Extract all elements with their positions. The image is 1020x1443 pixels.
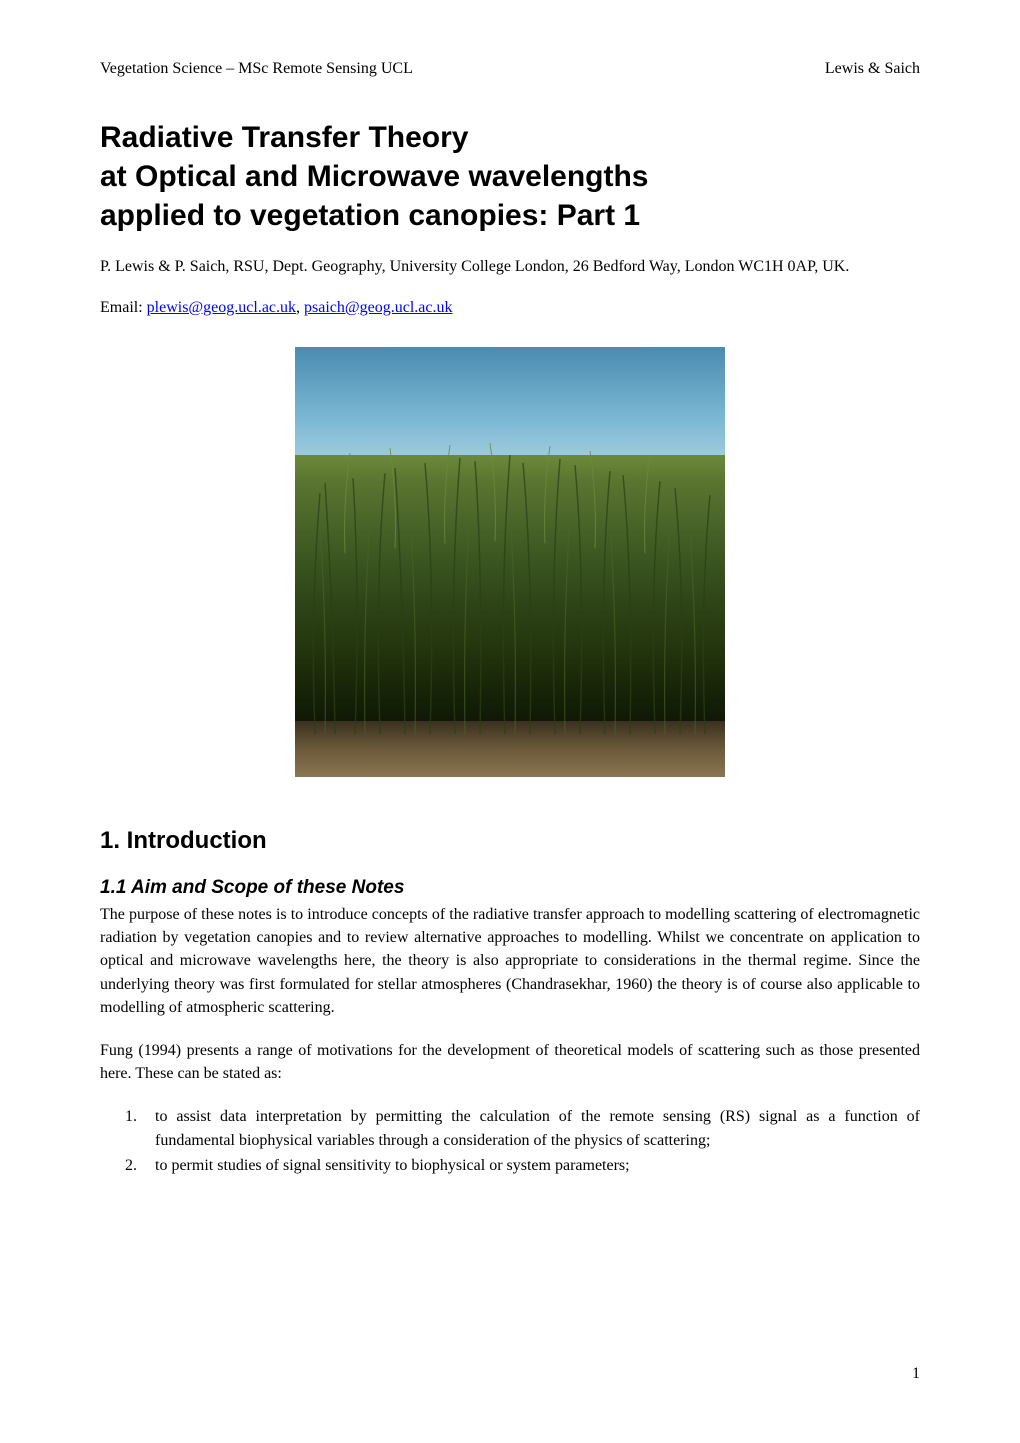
- section-1-heading: 1. Introduction: [100, 827, 920, 855]
- list-item-2: 2.to permit studies of signal sensitivit…: [155, 1154, 920, 1177]
- list-number-1: 1.: [125, 1105, 137, 1128]
- email-line: Email: plewis@geog.ucl.ac.uk, psaich@geo…: [100, 299, 920, 317]
- title-line-2: at Optical and Microwave wavelengths: [100, 160, 649, 193]
- paragraph-1: The purpose of these notes is to introdu…: [100, 903, 920, 1019]
- list-text-2: to permit studies of signal sensitivity …: [155, 1157, 630, 1174]
- page-number: 1: [912, 1365, 920, 1383]
- title-line-3: applied to vegetation canopies: Part 1: [100, 199, 640, 232]
- list-item-1: 1.to assist data interpretation by permi…: [155, 1105, 920, 1151]
- document-title: Radiative Transfer Theory at Optical and…: [100, 118, 920, 235]
- author-affiliation: P. Lewis & P. Saich, RSU, Dept. Geograph…: [100, 255, 920, 279]
- figure-vegetation: [295, 455, 725, 722]
- paragraph-2: Fung (1994) presents a range of motivati…: [100, 1039, 920, 1085]
- figure-container: [100, 347, 920, 782]
- vegetation-render-figure: [295, 347, 725, 777]
- email-link-2[interactable]: psaich@geog.ucl.ac.uk: [304, 299, 452, 316]
- header-left: Vegetation Science – MSc Remote Sensing …: [100, 60, 413, 78]
- email-prefix: Email:: [100, 299, 147, 316]
- email-separator: ,: [296, 299, 304, 316]
- subsection-1-1-heading: 1.1 Aim and Scope of these Notes: [100, 877, 920, 899]
- figure-sky: [295, 347, 725, 467]
- email-link-1[interactable]: plewis@geog.ucl.ac.uk: [147, 299, 296, 316]
- list-number-2: 2.: [125, 1154, 137, 1177]
- header-right: Lewis & Saich: [825, 60, 920, 78]
- list-text-1: to assist data interpretation by permitt…: [155, 1108, 920, 1148]
- title-line-1: Radiative Transfer Theory: [100, 121, 468, 154]
- figure-ground: [295, 721, 725, 777]
- motivations-list: 1. to assist data interpretation by permi…: [100, 1105, 920, 1177]
- page-header: Vegetation Science – MSc Remote Sensing …: [100, 60, 920, 78]
